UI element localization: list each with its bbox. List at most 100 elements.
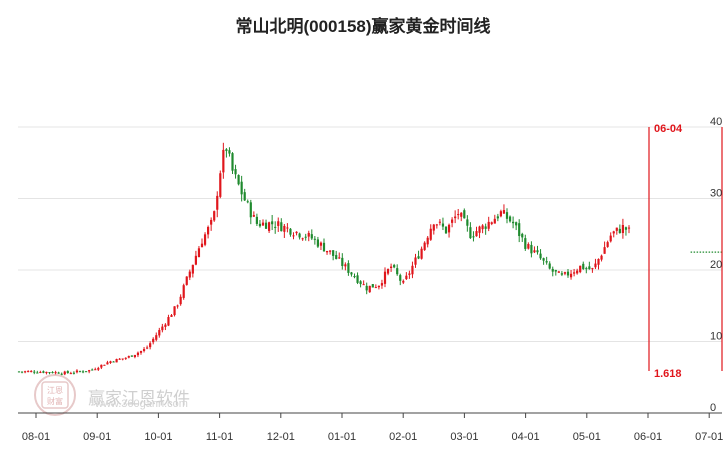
candle-down xyxy=(399,275,402,281)
candle-up xyxy=(301,238,304,240)
candle-down xyxy=(515,222,518,226)
candle-up xyxy=(576,270,579,274)
candle-down xyxy=(371,284,374,288)
candle-up xyxy=(600,255,603,260)
candle-up xyxy=(161,326,164,331)
candle-up xyxy=(621,225,624,234)
candle-down xyxy=(228,150,231,154)
candle-up xyxy=(252,215,255,217)
candle-up xyxy=(591,268,594,270)
candle-down xyxy=(441,223,445,227)
candle-down xyxy=(85,371,88,373)
candle-up xyxy=(454,216,457,219)
candle-up xyxy=(502,210,506,214)
candle-up xyxy=(222,149,225,173)
candles xyxy=(17,142,631,376)
x-tick-label: 08-01 xyxy=(22,431,50,443)
x-tick-label: 02-01 xyxy=(389,431,417,443)
candle-down xyxy=(560,273,563,275)
candle-up xyxy=(164,324,167,327)
y-tick-label: 30 xyxy=(710,188,722,200)
candle-up xyxy=(188,271,191,278)
candle-down xyxy=(551,268,554,272)
candle-down xyxy=(243,192,246,201)
candle-down xyxy=(545,261,548,263)
x-tick-label: 12-01 xyxy=(267,431,295,443)
candle-down xyxy=(521,233,524,238)
candle-up xyxy=(94,369,97,371)
candle-down xyxy=(33,371,36,373)
y-tick-label: 0 xyxy=(710,402,716,414)
candle-down xyxy=(582,263,585,270)
candle-down xyxy=(548,263,551,269)
candle-up xyxy=(402,280,405,283)
candle-up xyxy=(627,227,631,229)
candle-up xyxy=(362,284,365,286)
candle-up xyxy=(109,361,112,363)
x-tick-label: 06-01 xyxy=(634,431,662,443)
candle-down xyxy=(463,210,466,219)
candle-down xyxy=(274,226,277,228)
candle-up xyxy=(612,231,615,234)
candle-down xyxy=(310,234,313,239)
candle-up xyxy=(39,371,42,373)
candle-down xyxy=(624,227,628,230)
x-tick-label: 05-01 xyxy=(573,431,601,443)
watermark-logo-text-bottom: 财富 xyxy=(47,396,63,406)
x-tick-label: 04-01 xyxy=(512,431,540,443)
candle-down xyxy=(298,233,301,238)
candle-up xyxy=(307,232,310,237)
candle-up xyxy=(24,371,27,373)
candle-up xyxy=(149,343,152,348)
y-tick-label: 10 xyxy=(710,331,722,343)
candle-up xyxy=(283,225,286,232)
candle-up xyxy=(527,244,530,249)
candle-up xyxy=(197,248,201,258)
candle-up xyxy=(158,330,161,336)
candle-down xyxy=(255,216,258,224)
candle-down xyxy=(585,268,588,270)
candle-up xyxy=(615,227,618,231)
candle-down xyxy=(280,222,283,232)
candle-up xyxy=(142,349,146,351)
candle-down xyxy=(66,371,69,373)
candle-down xyxy=(264,222,268,229)
candle-down xyxy=(341,257,344,266)
candle-up xyxy=(386,269,390,274)
candle-up xyxy=(118,358,121,360)
candle-down xyxy=(271,221,274,225)
candle-up xyxy=(573,272,576,274)
watermark-text: 赢家江恩软件 xyxy=(88,389,190,409)
candle-down xyxy=(350,272,353,275)
candle-down xyxy=(57,372,60,374)
candle-up xyxy=(292,235,295,237)
candle-up xyxy=(432,224,435,231)
candle-up xyxy=(115,358,118,363)
candle-up xyxy=(338,257,341,259)
candle-down xyxy=(512,221,515,224)
y-tick-label: 40 xyxy=(710,116,722,128)
candle-down xyxy=(48,372,51,374)
candle-up xyxy=(329,250,332,252)
candle-up xyxy=(405,275,408,280)
candle-down xyxy=(359,281,362,285)
candle-down xyxy=(20,371,24,373)
candle-up xyxy=(191,264,194,274)
candle-down xyxy=(335,255,338,260)
candle-up xyxy=(30,371,33,373)
candle-up xyxy=(487,221,490,229)
candle-down xyxy=(237,175,240,185)
candle-down xyxy=(313,238,316,240)
candle-down xyxy=(518,223,521,237)
x-tick-label: 09-01 xyxy=(83,431,111,443)
x-tick-label: 01-01 xyxy=(328,431,356,443)
candle-up xyxy=(176,305,179,307)
candle-down xyxy=(469,227,472,239)
candle-down xyxy=(347,263,350,273)
candle-down xyxy=(246,201,249,203)
candle-up xyxy=(380,283,384,286)
x-tick-label: 07-01 xyxy=(695,431,723,443)
candle-up xyxy=(146,347,149,349)
candle-up xyxy=(383,271,387,284)
